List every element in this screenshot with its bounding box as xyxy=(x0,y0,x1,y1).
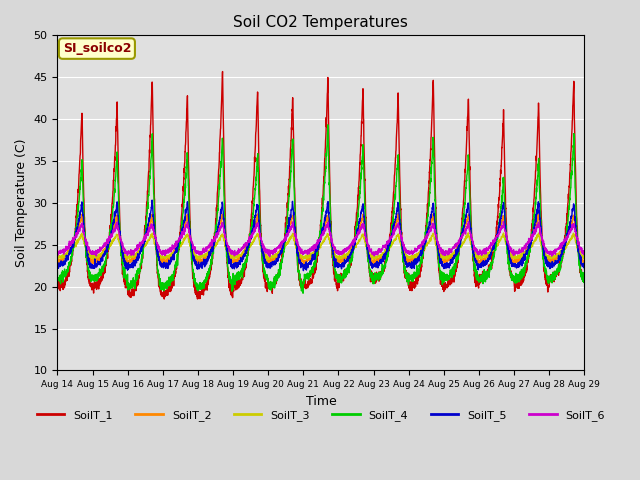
SoilT_5 xyxy=(580,266,588,272)
SoilT_3 xyxy=(514,253,522,259)
SoilT_3 xyxy=(54,253,61,259)
SoilT_2 xyxy=(429,211,437,216)
Title: Soil CO2 Temperatures: Soil CO2 Temperatures xyxy=(234,15,408,30)
SoilT_6 xyxy=(114,222,122,228)
SoilT_4 xyxy=(570,158,578,164)
SoilT_6 xyxy=(266,254,273,260)
SoilT_6 xyxy=(580,251,588,256)
SoilT_6 xyxy=(500,219,508,225)
SoilT_6 xyxy=(145,225,152,230)
SoilT_2 xyxy=(300,263,308,268)
SoilT_2 xyxy=(278,244,286,250)
SoilT_6 xyxy=(278,240,286,245)
SoilT_1 xyxy=(114,124,122,130)
SoilT_4 xyxy=(54,268,61,274)
SoilT_5 xyxy=(300,268,307,274)
Line: SoilT_1: SoilT_1 xyxy=(58,72,584,299)
SoilT_2 xyxy=(145,223,152,229)
Text: SI_soilco2: SI_soilco2 xyxy=(63,42,131,55)
SoilT_5 xyxy=(570,206,578,212)
SoilT_2 xyxy=(580,259,588,264)
SoilT_1 xyxy=(161,296,168,302)
SoilT_5 xyxy=(114,204,122,210)
SoilT_1 xyxy=(219,69,227,74)
Line: SoilT_3: SoilT_3 xyxy=(58,233,584,260)
SoilT_3 xyxy=(278,247,286,252)
SoilT_2 xyxy=(114,217,122,223)
SoilT_1 xyxy=(54,284,61,290)
SoilT_2 xyxy=(54,258,61,264)
SoilT_1 xyxy=(570,115,578,121)
Line: SoilT_6: SoilT_6 xyxy=(58,222,584,257)
X-axis label: Time: Time xyxy=(305,395,336,408)
SoilT_1 xyxy=(256,195,264,201)
SoilT_3 xyxy=(580,255,588,261)
Line: SoilT_4: SoilT_4 xyxy=(58,125,584,293)
SoilT_2 xyxy=(255,229,263,235)
SoilT_3 xyxy=(114,232,122,238)
SoilT_6 xyxy=(570,223,578,228)
SoilT_4 xyxy=(300,290,307,296)
SoilT_3 xyxy=(465,230,472,236)
SoilT_5 xyxy=(148,197,156,203)
SoilT_4 xyxy=(514,277,522,283)
SoilT_5 xyxy=(278,244,286,250)
SoilT_1 xyxy=(279,252,287,258)
SoilT_3 xyxy=(262,257,270,263)
SoilT_4 xyxy=(324,122,332,128)
SoilT_6 xyxy=(54,249,61,254)
SoilT_1 xyxy=(580,279,588,285)
SoilT_2 xyxy=(514,256,522,262)
SoilT_5 xyxy=(514,261,522,267)
SoilT_3 xyxy=(255,239,263,244)
SoilT_6 xyxy=(514,251,522,256)
SoilT_1 xyxy=(514,285,522,291)
SoilT_2 xyxy=(570,216,578,222)
SoilT_4 xyxy=(114,162,122,168)
SoilT_4 xyxy=(278,257,286,263)
SoilT_4 xyxy=(145,192,152,198)
SoilT_6 xyxy=(255,229,263,235)
Line: SoilT_5: SoilT_5 xyxy=(58,200,584,271)
SoilT_1 xyxy=(145,168,152,174)
SoilT_5 xyxy=(145,215,152,221)
SoilT_5 xyxy=(54,260,61,266)
SoilT_4 xyxy=(255,206,263,212)
Legend: SoilT_1, SoilT_2, SoilT_3, SoilT_4, SoilT_5, SoilT_6: SoilT_1, SoilT_2, SoilT_3, SoilT_4, Soil… xyxy=(32,406,609,425)
Line: SoilT_2: SoilT_2 xyxy=(58,214,584,265)
SoilT_3 xyxy=(145,238,152,243)
SoilT_5 xyxy=(256,225,264,230)
SoilT_4 xyxy=(580,279,588,285)
SoilT_3 xyxy=(570,232,578,238)
Y-axis label: Soil Temperature (C): Soil Temperature (C) xyxy=(15,139,28,267)
